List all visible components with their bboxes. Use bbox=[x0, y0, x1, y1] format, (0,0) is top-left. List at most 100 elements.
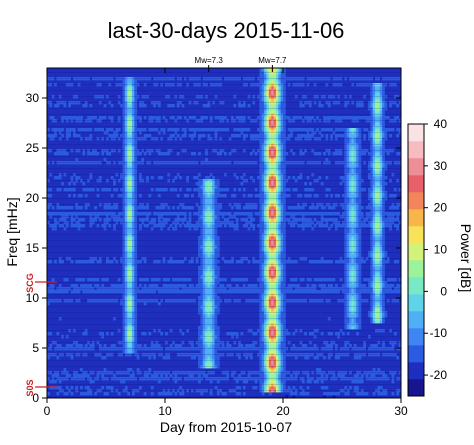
heatmap-cell bbox=[131, 284, 135, 288]
heatmap-cell bbox=[70, 221, 74, 225]
heatmap-cell bbox=[214, 314, 218, 318]
heatmap-cell bbox=[339, 278, 343, 282]
heatmap-cell bbox=[216, 275, 220, 279]
heatmap-cell bbox=[349, 245, 352, 249]
heatmap-cell bbox=[101, 386, 105, 390]
heatmap-cell bbox=[313, 278, 317, 282]
heatmap-cell bbox=[391, 341, 395, 345]
heatmap-cell bbox=[127, 344, 130, 348]
heatmap-cell bbox=[198, 278, 201, 282]
heatmap-cell bbox=[344, 194, 348, 198]
heatmap-cell bbox=[259, 179, 263, 183]
heatmap-cell bbox=[353, 251, 357, 255]
heatmap-cell bbox=[353, 224, 357, 228]
heatmap-cell bbox=[91, 380, 95, 384]
heatmap-cell bbox=[162, 257, 166, 261]
heatmap-cell bbox=[240, 344, 244, 348]
heatmap-cell bbox=[188, 188, 192, 192]
heatmap-cell bbox=[337, 194, 341, 198]
heatmap-cell bbox=[165, 356, 168, 360]
heatmap-cell bbox=[77, 206, 81, 210]
heatmap-cell bbox=[275, 221, 279, 225]
heatmap-cell bbox=[346, 347, 350, 351]
heatmap-cell bbox=[205, 320, 208, 324]
heatmap-cell bbox=[160, 152, 164, 156]
heatmap-cell bbox=[224, 194, 227, 198]
heatmap-cell bbox=[271, 350, 274, 354]
heatmap-cell bbox=[292, 218, 296, 222]
heatmap-cell bbox=[214, 338, 218, 342]
heatmap-cell bbox=[82, 152, 86, 156]
heatmap-cell bbox=[212, 341, 215, 345]
heatmap-cell bbox=[346, 392, 350, 396]
heatmap-cell bbox=[398, 278, 402, 282]
heatmap-cell bbox=[202, 320, 206, 324]
heatmap-cell bbox=[228, 215, 232, 219]
heatmap-cell bbox=[124, 278, 128, 282]
heatmap-cell bbox=[342, 203, 345, 207]
heatmap-cell bbox=[179, 377, 182, 381]
heatmap-cell bbox=[216, 194, 220, 198]
heatmap-cell bbox=[224, 287, 227, 291]
heatmap-cell bbox=[261, 389, 265, 393]
heatmap-cell bbox=[228, 152, 232, 156]
heatmap-cell bbox=[56, 161, 60, 165]
heatmap-cell bbox=[283, 317, 286, 321]
heatmap-cell bbox=[131, 152, 135, 156]
heatmap-cell bbox=[65, 392, 69, 396]
heatmap-cell bbox=[323, 395, 326, 399]
heatmap-cell bbox=[275, 164, 279, 168]
heatmap-cell bbox=[379, 218, 383, 222]
heatmap-cell bbox=[278, 332, 282, 336]
heatmap-cell bbox=[370, 152, 374, 156]
heatmap-cell bbox=[212, 320, 215, 324]
heatmap-cell bbox=[379, 392, 383, 396]
heatmap-cell bbox=[150, 149, 154, 153]
heatmap-cell bbox=[224, 218, 227, 222]
heatmap-cell bbox=[257, 176, 260, 180]
heatmap-cell bbox=[75, 161, 79, 165]
heatmap-cell bbox=[339, 389, 343, 393]
heatmap-cell bbox=[342, 389, 345, 393]
heatmap-cell bbox=[382, 347, 385, 351]
heatmap-cell bbox=[221, 188, 225, 192]
heatmap-cell bbox=[214, 287, 218, 291]
heatmap-cell bbox=[280, 149, 284, 153]
heatmap-cell bbox=[273, 242, 277, 246]
heatmap-cell bbox=[370, 311, 374, 315]
heatmap-cell bbox=[264, 230, 267, 234]
heatmap-cell bbox=[318, 284, 322, 288]
heatmap-cell bbox=[113, 344, 116, 348]
heatmap-cell bbox=[216, 365, 220, 369]
heatmap-cell bbox=[120, 176, 123, 180]
heatmap-cell bbox=[275, 287, 279, 291]
heatmap-cell bbox=[61, 347, 64, 351]
heatmap-cell bbox=[141, 278, 145, 282]
heatmap-cell bbox=[214, 212, 218, 216]
heatmap-cell bbox=[228, 212, 232, 216]
heatmap-cell bbox=[280, 251, 284, 255]
heatmap-cell bbox=[353, 386, 357, 390]
heatmap-cell bbox=[349, 344, 352, 348]
heatmap-cell bbox=[131, 251, 135, 255]
heatmap-cell bbox=[127, 239, 130, 243]
heatmap-cell bbox=[351, 326, 355, 330]
heatmap-cell bbox=[70, 176, 74, 180]
heatmap-cell bbox=[216, 305, 220, 309]
heatmap-cell bbox=[275, 284, 279, 288]
heatmap-cell bbox=[124, 260, 128, 264]
heatmap-cell bbox=[311, 290, 315, 294]
heatmap-cell bbox=[259, 260, 263, 264]
heatmap-cell bbox=[257, 260, 260, 264]
heatmap-cell bbox=[358, 320, 362, 324]
heatmap-cell bbox=[68, 161, 71, 165]
heatmap-cell bbox=[358, 323, 362, 327]
heatmap-cell bbox=[134, 227, 138, 231]
heatmap-cell bbox=[136, 356, 140, 360]
heatmap-cell bbox=[278, 335, 282, 339]
heatmap-cell bbox=[370, 155, 374, 159]
heatmap-cell bbox=[334, 221, 338, 225]
heatmap-cell bbox=[61, 161, 64, 165]
heatmap-cell bbox=[377, 179, 381, 183]
heatmap-cell bbox=[283, 164, 286, 168]
